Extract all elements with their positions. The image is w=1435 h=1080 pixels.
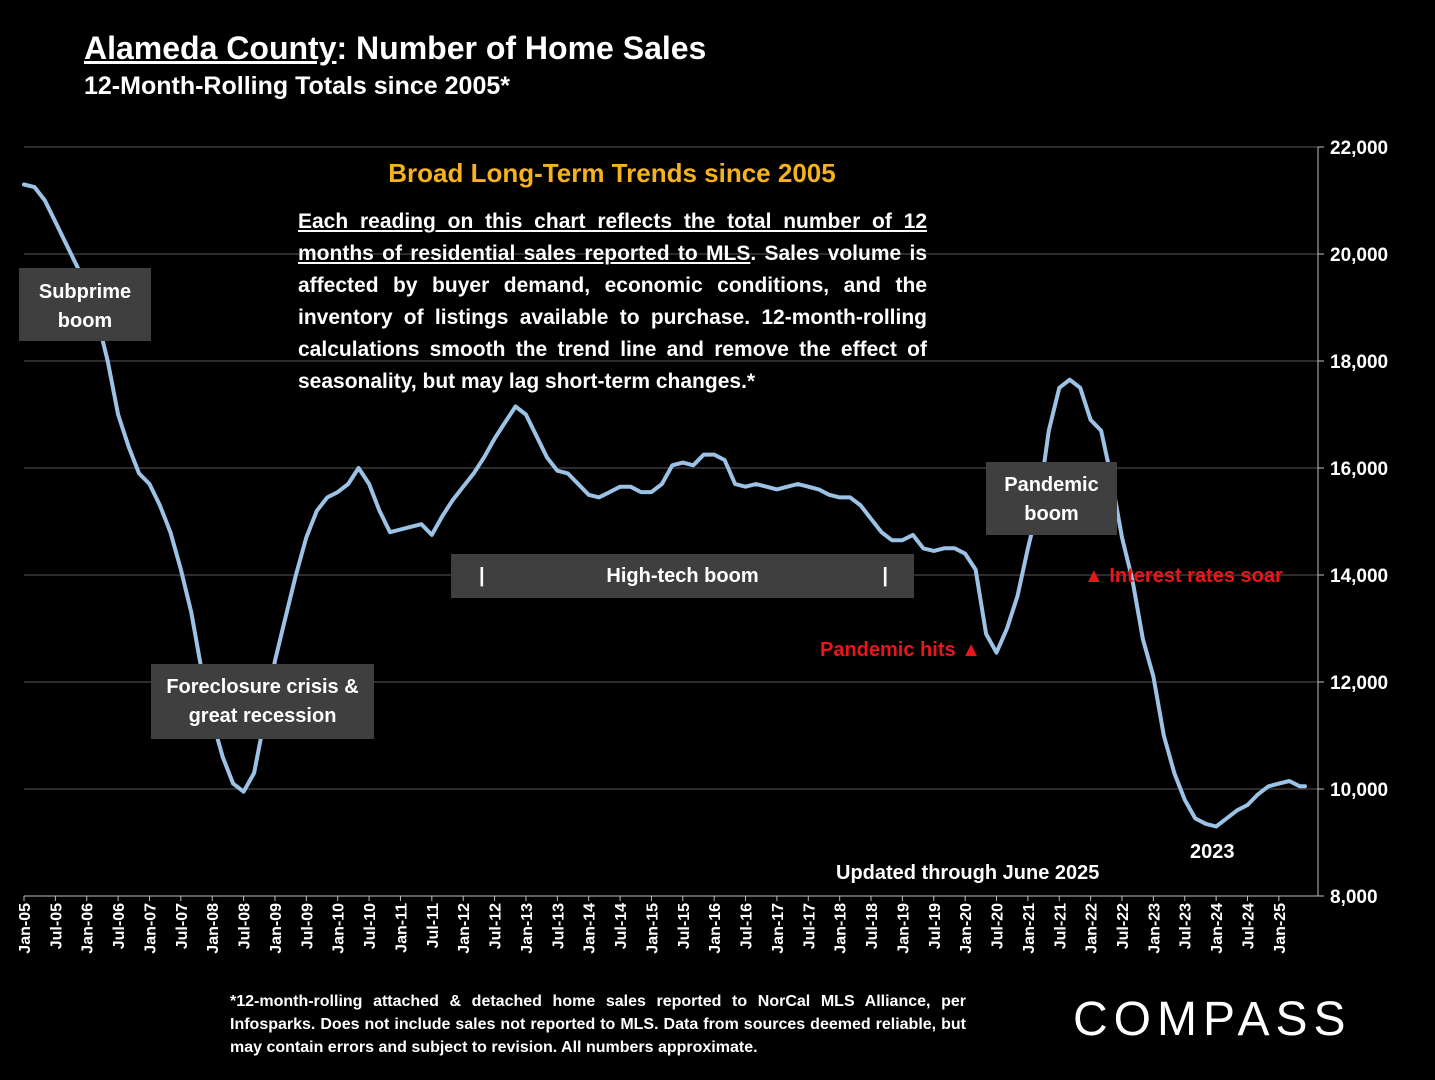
y-tick-label: 10,000 [1330, 780, 1388, 801]
x-tick-label: Jul-23 [1178, 903, 1195, 949]
x-tick-label: Jul-22 [1115, 903, 1132, 949]
high-tech-boom-label: | High-tech boom | [451, 554, 914, 598]
x-tick-label: Jul-15 [676, 903, 693, 949]
x-tick-label: Jan-23 [1146, 903, 1163, 954]
x-tick-label: Jul-13 [550, 903, 567, 949]
x-tick-label: Jan-14 [582, 903, 599, 954]
x-tick-label: Jul-06 [111, 903, 128, 949]
high-tech-start-marker: | [479, 565, 485, 587]
trends-body: . Sales volume is affected by buyer dema… [298, 242, 927, 393]
pandemic-hits-label: Pandemic hits ▲ [820, 639, 981, 661]
x-tick-label: Jul-24 [1240, 903, 1257, 949]
high-tech-text: High-tech boom [606, 565, 759, 587]
x-tick-label: Jul-16 [739, 903, 756, 949]
y-tick-label: 16,000 [1330, 459, 1388, 480]
x-tick-label: Jul-21 [1052, 903, 1069, 949]
subprime-boom-label: Subprime boom [19, 268, 151, 341]
x-tick-label: Jan-12 [456, 903, 473, 954]
x-tick-label: Jan-20 [958, 903, 975, 954]
foreclosure-crisis-label: Foreclosure crisis & great recession [151, 664, 374, 739]
x-tick-label: Jan-25 [1272, 903, 1289, 954]
x-tick-label: Jan-05 [17, 903, 34, 954]
x-tick-label: Jul-18 [864, 903, 881, 949]
x-tick-label: Jan-17 [770, 903, 787, 954]
x-tick-label: Jul-09 [299, 903, 316, 949]
trends-text: Each reading on this chart reflects the … [298, 206, 927, 398]
footnote: *12-month-rolling attached & detached ho… [230, 993, 966, 1056]
x-tick-label: Jul-17 [801, 903, 818, 949]
x-tick-label: Jan-09 [268, 903, 285, 954]
chart-subtitle: 12-Month-Rolling Totals since 2005* [84, 72, 511, 100]
trends-heading: Broad Long-Term Trends since 2005 [388, 158, 836, 188]
trends-lead: Each reading on this chart reflects the … [298, 210, 927, 265]
x-tick-label: Jan-18 [833, 903, 850, 954]
x-tick-label: Jul-10 [362, 903, 379, 949]
updated-through-label: Updated through June 2025 [836, 862, 1100, 884]
x-tick-label: Jan-08 [205, 903, 222, 954]
series-group [22, 182, 1307, 829]
interest-rates-soar-label: ▲ Interest rates soar [1084, 565, 1283, 587]
x-tick-label: Jan-22 [1084, 903, 1101, 954]
x-tick-label: Jul-05 [48, 903, 65, 949]
x-tick-label: Jan-07 [142, 903, 159, 954]
x-tick-label: Jan-11 [393, 903, 410, 953]
y-tick-label: 12,000 [1330, 673, 1388, 694]
x-tick-label: Jan-19 [895, 903, 912, 954]
x-tick-label: Jan-24 [1209, 903, 1226, 954]
high-tech-end-marker: | [882, 565, 888, 587]
x-tick-label: Jul-07 [174, 903, 191, 949]
pandemic-boom-label: Pandemic boom [986, 462, 1117, 535]
y-tick-label: 14,000 [1330, 566, 1388, 587]
compass-logo: COMPASS [1073, 993, 1352, 1046]
chart-title-county: Alameda County [84, 30, 337, 66]
y-axis: 8,000 10,000 12,000 14,000 16,000 18,000 20,00… [1317, 138, 1388, 908]
chart-title: Alameda County: Number of Home Sales [84, 30, 706, 67]
y-tick-label: 18,000 [1330, 352, 1388, 373]
x-tick-label: Jan-21 [1021, 903, 1038, 954]
x-tick-label: Jul-08 [237, 903, 254, 949]
year-2023-label: 2023 [1190, 841, 1235, 863]
x-tick-label: Jul-11 [425, 903, 442, 948]
y-tick-label: 20,000 [1330, 245, 1388, 266]
x-tick-label: Jul-12 [488, 903, 505, 949]
x-axis: Jan-05 Jul-05 Jan-06 Jul-06 Jan-07 Jul-07 Jan-… [17, 895, 1318, 954]
x-tick-label: Jan-06 [80, 903, 97, 954]
x-tick-label: Jan-15 [644, 903, 661, 954]
y-tick-label: 8,000 [1330, 887, 1378, 908]
x-tick-label: Jan-10 [331, 903, 348, 954]
x-tick-label: Jul-20 [990, 903, 1007, 949]
y-tick-label: 22,000 [1330, 138, 1388, 159]
x-tick-label: Jan-16 [707, 903, 724, 954]
x-tick-label: Jul-14 [613, 903, 630, 949]
chart-title-rest: : Number of Home Sales [336, 30, 707, 66]
x-tick-label: Jan-13 [519, 903, 536, 954]
series-line [22, 182, 1307, 829]
x-tick-label: Jul-19 [927, 903, 944, 949]
